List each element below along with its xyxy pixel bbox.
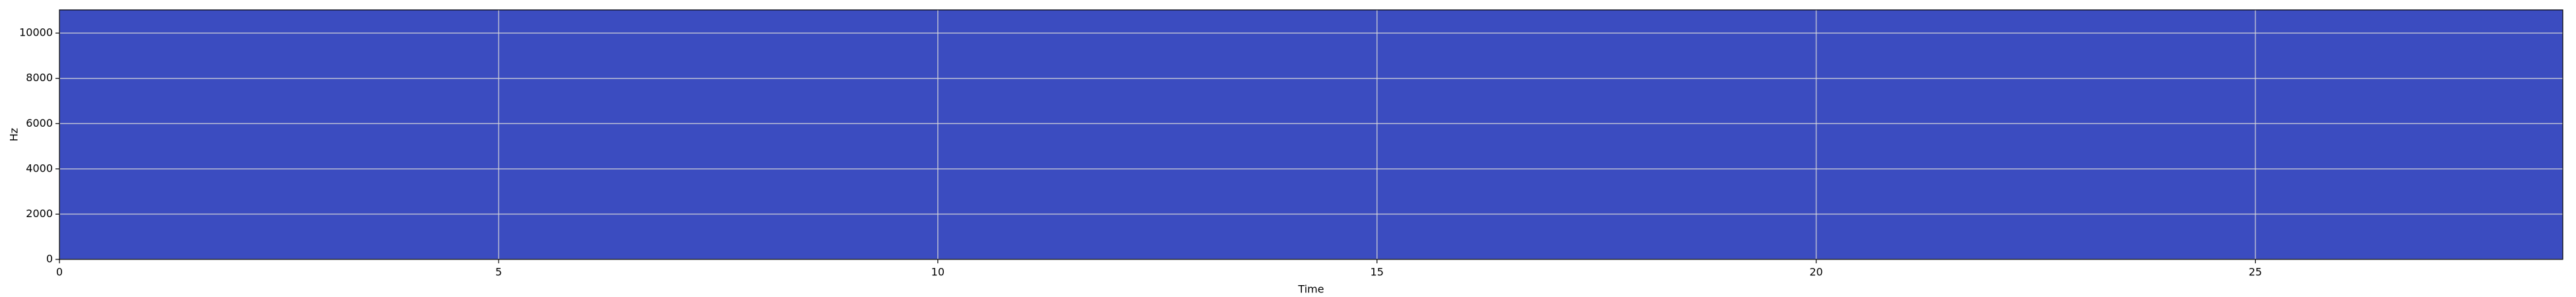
x-axis-label: Time xyxy=(1297,283,1324,296)
y-tick-label: 10000 xyxy=(19,26,53,39)
y-axis-label: Hz xyxy=(8,128,20,141)
x-tick-label: 20 xyxy=(1809,266,1822,279)
x-tick-label: 5 xyxy=(495,266,502,279)
x-tick-label: 0 xyxy=(56,266,63,279)
y-tick-label: 8000 xyxy=(26,71,53,84)
y-tick-label: 2000 xyxy=(26,207,53,220)
y-tick-label: 4000 xyxy=(26,162,53,174)
plot-frame xyxy=(59,9,2563,260)
x-tick-label: 10 xyxy=(931,266,945,279)
spectrogram-area xyxy=(59,10,2563,259)
y-tick-label: 0 xyxy=(46,253,53,265)
x-tick-label: 25 xyxy=(2248,266,2262,279)
x-tick-label: 15 xyxy=(1371,266,1384,279)
y-tick-label: 6000 xyxy=(26,117,53,129)
